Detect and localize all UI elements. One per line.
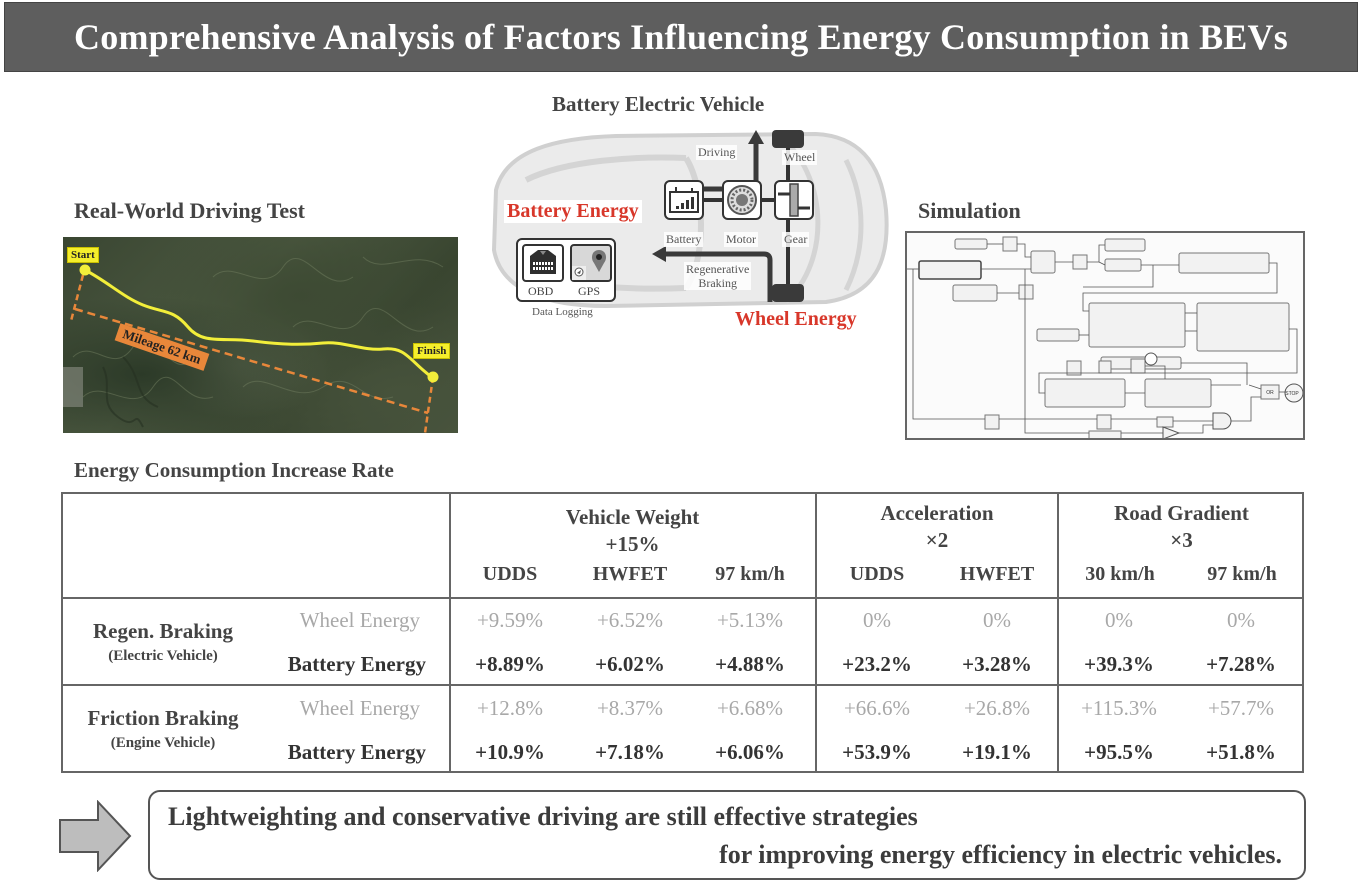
gear-label: Gear — [782, 232, 810, 247]
table-cell: +51.8% — [1206, 740, 1276, 764]
table-cell: +6.06% — [715, 740, 785, 764]
table-divider — [61, 597, 1304, 599]
table-cell: 0% — [1227, 608, 1255, 632]
simulink-model: STOP OR — [905, 231, 1305, 442]
motor-component — [722, 180, 762, 220]
arrow-right-icon — [59, 800, 132, 872]
col-header: 30 km/h — [1085, 563, 1155, 585]
col-header: UDDS — [482, 563, 538, 585]
metric-label: Wheel Energy — [299, 696, 420, 720]
regen-label: Regenerative Braking — [684, 262, 752, 290]
energy-table — [61, 492, 1304, 773]
metric-label: Wheel Energy — [299, 608, 420, 632]
table-cell: +7.18% — [595, 740, 665, 764]
table-divider — [815, 492, 817, 773]
map-pin-icon — [572, 250, 607, 280]
table-cell: 0% — [863, 608, 891, 632]
table-cell: +10.9% — [475, 740, 545, 764]
start-marker-label: Start — [67, 247, 99, 263]
data-logging-caption: Data Logging — [532, 306, 593, 318]
title-banner: Comprehensive Analysis of Factors Influe… — [4, 2, 1358, 72]
wheel-energy-label: Wheel Energy — [732, 308, 860, 331]
row-group-friction-braking: Friction Braking (Engine Vehicle) — [87, 706, 239, 751]
table-divider — [1057, 492, 1059, 773]
metric-label: Battery Energy — [287, 652, 426, 676]
driving-label: Driving — [696, 145, 738, 160]
svg-text:STOP: STOP — [1285, 391, 1299, 397]
table-cell: +53.9% — [842, 740, 912, 764]
gps-device — [570, 244, 612, 282]
battery-label: Battery — [664, 232, 704, 247]
table-cell: +66.6% — [843, 696, 911, 720]
col-header: 97 km/h — [715, 563, 785, 585]
battery-component — [664, 180, 704, 220]
battery-energy-label: Battery Energy — [504, 200, 642, 223]
conclusion-box: Lightweighting and conservative driving … — [148, 790, 1306, 880]
header-road-gradient: Road Gradient ×3 — [1114, 501, 1249, 552]
table-cell: 0% — [1105, 608, 1133, 632]
gps-label: GPS — [578, 284, 601, 298]
block-diagram: STOP OR — [907, 236, 1304, 442]
gear-component — [774, 180, 814, 220]
table-divider — [61, 684, 1304, 686]
battery-icon — [669, 187, 699, 213]
table-cell: +5.13% — [716, 608, 784, 632]
page-title: Comprehensive Analysis of Factors Influe… — [74, 17, 1288, 57]
table-cell: +39.3% — [1084, 652, 1154, 676]
wheel-label: Wheel — [782, 150, 818, 165]
table-cell: +26.8% — [963, 696, 1031, 720]
table-cell: +6.02% — [595, 652, 665, 676]
table-cell: +8.89% — [475, 652, 545, 676]
motor-icon — [727, 185, 757, 215]
conclusion-line-2: for improving energy efficiency in elect… — [719, 840, 1282, 869]
table-cell: +9.59% — [476, 608, 544, 632]
table-cell: 0% — [983, 608, 1011, 632]
table-cell: +12.8% — [476, 696, 544, 720]
route-overlay — [63, 256, 444, 433]
col-header: 97 km/h — [1207, 563, 1277, 585]
motor-label: Motor — [724, 232, 758, 247]
col-header: HWFET — [959, 563, 1035, 585]
bev-heading: Battery Electric Vehicle — [552, 92, 765, 116]
table-heading: Energy Consumption Increase Rate — [74, 458, 394, 482]
col-header: HWFET — [592, 563, 668, 585]
data-logging-box: OBD GPS — [516, 238, 616, 302]
table-cell: +7.28% — [1206, 652, 1276, 676]
svg-text:OR: OR — [1266, 390, 1274, 396]
table-cell: +115.3% — [1081, 696, 1157, 720]
route-map: Start Finish — [63, 237, 458, 433]
obd-label: OBD — [528, 284, 554, 298]
col-header: UDDS — [849, 563, 905, 585]
header-acceleration: Acceleration ×2 — [880, 501, 994, 552]
table-cell: +4.88% — [715, 652, 785, 676]
obd-connector-icon — [530, 250, 556, 274]
table-cell: +6.52% — [596, 608, 664, 632]
table-cell: +23.2% — [842, 652, 912, 676]
table-divider — [449, 492, 451, 773]
table-cell: +3.28% — [962, 652, 1032, 676]
bev-diagram: Driving Wheel Regenerative Braking Batt — [486, 120, 896, 331]
real-world-heading: Real-World Driving Test — [74, 198, 306, 223]
simulation-heading: Simulation — [918, 198, 1021, 223]
table-cell: +57.7% — [1207, 696, 1275, 720]
table-cell: +19.1% — [962, 740, 1032, 764]
gear-icon — [778, 183, 810, 217]
obd-device — [522, 244, 564, 282]
table-cell: +6.68% — [716, 696, 784, 720]
header-vehicle-weight: Vehicle Weight +15% — [565, 505, 700, 556]
finish-marker-label: Finish — [413, 343, 451, 359]
table-cell: +95.5% — [1084, 740, 1154, 764]
conclusion-line-1: Lightweighting and conservative driving … — [168, 802, 918, 831]
metric-label: Battery Energy — [287, 740, 426, 764]
table-cell: +8.37% — [596, 696, 664, 720]
row-group-regen-braking: Regen. Braking (Electric Vehicle) — [92, 619, 233, 664]
